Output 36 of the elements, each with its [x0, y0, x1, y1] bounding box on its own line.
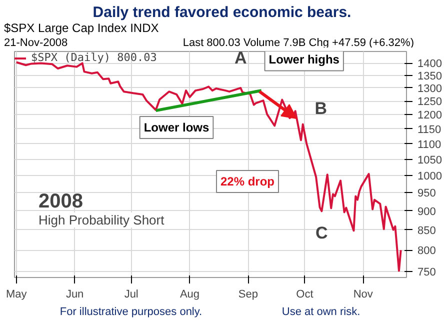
y-tick-label: 1400 — [418, 58, 442, 70]
y-tick-label: 1300 — [418, 82, 442, 95]
annotation: Lower highs — [268, 52, 340, 67]
annotation: High Probability Short — [38, 212, 165, 228]
text: 21-Nov-2008 — [4, 36, 68, 51]
y-tick-label: 1200 — [418, 110, 442, 122]
text: Last 800.03 Volume 7.9B Chg +47.59 (+6.32%) — [182, 36, 414, 51]
x-tick-label: Sep — [238, 288, 258, 300]
text: For illustrative purposes only. — [60, 305, 202, 320]
annotation: B — [314, 98, 327, 118]
annotation: A — [234, 48, 247, 68]
y-tick-label: 1100 — [418, 138, 442, 151]
legend-label: $SPX (Daily) 800.03 — [31, 51, 157, 64]
y-tick-label: 800 — [418, 245, 436, 258]
text: Use at own risk. — [282, 305, 360, 320]
annotation: 22% drop — [220, 174, 275, 188]
annotation: Lower lows — [144, 120, 210, 134]
y-tick-label: 900 — [418, 206, 436, 218]
y-tick-label: 750 — [418, 266, 436, 279]
x-tick-label: May — [6, 288, 28, 300]
y-tick-label: 1050 — [418, 154, 442, 166]
chart-title: Daily trend favored economic bears. — [92, 3, 352, 23]
y-tick-label: 1150 — [418, 124, 442, 136]
x-tick-label: Nov — [353, 288, 374, 300]
x-tick-label: Jun — [66, 288, 84, 300]
x-tick-label: Oct — [296, 288, 314, 300]
y-tick-label: 1250 — [418, 96, 442, 108]
chart-subtitle: $SPX Large Cap Index INDX — [3, 20, 160, 37]
annotation: 2008 — [38, 190, 83, 212]
y-tick-label: 950 — [418, 188, 436, 200]
y-tick-label: 850 — [418, 224, 436, 237]
y-tick-label: 1000 — [418, 170, 442, 183]
annotation: C — [316, 224, 328, 243]
x-tick-label: Jul — [124, 288, 138, 300]
x-tick-label: Aug — [180, 288, 200, 300]
y-tick-label: 1350 — [418, 70, 442, 82]
